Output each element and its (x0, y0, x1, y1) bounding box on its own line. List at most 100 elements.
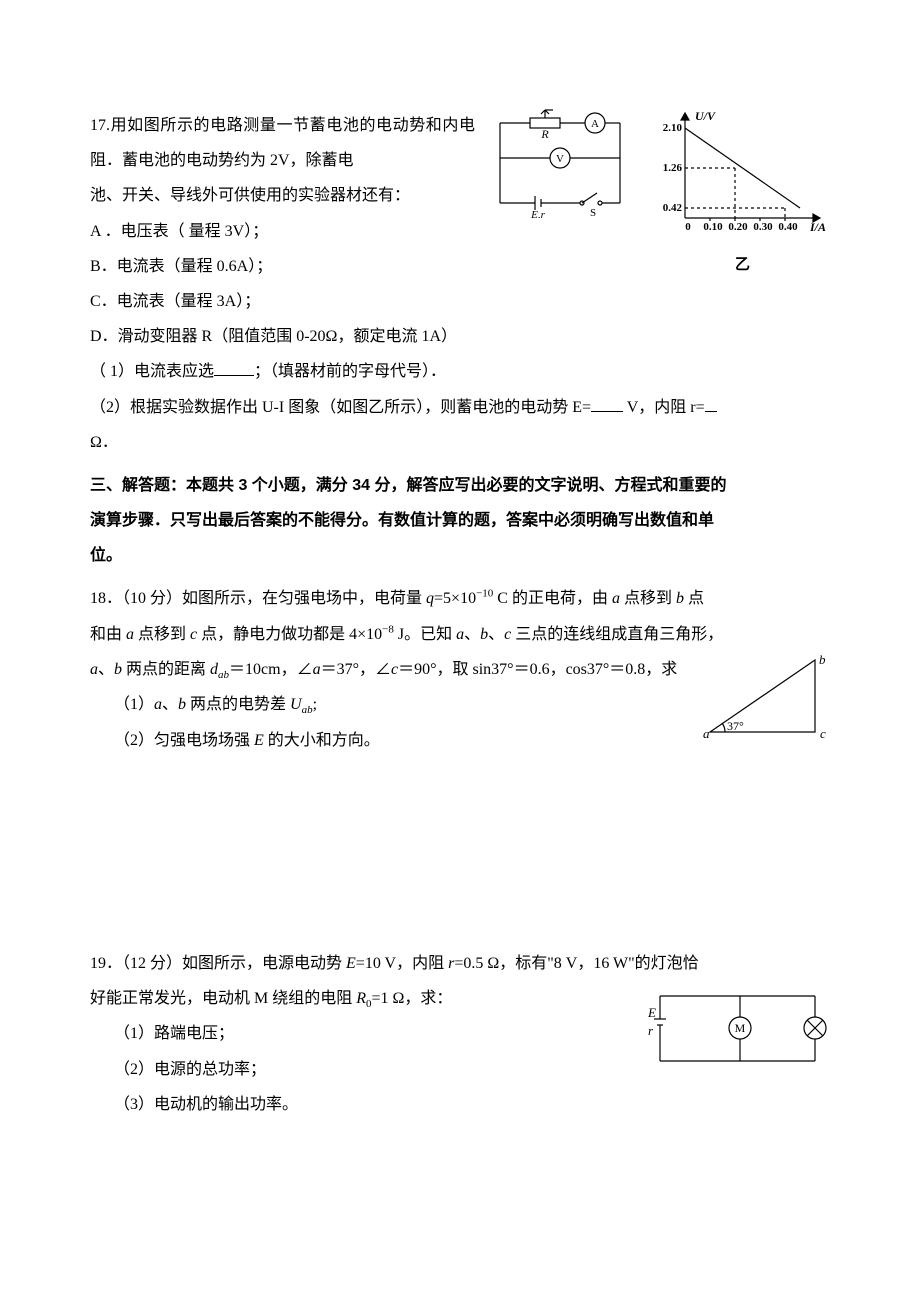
q18-l1-m2: C 的正电荷，由 (493, 590, 612, 607)
q17-sub1: （ 1）电流表应选 ；（填器材前的字母代号）． (90, 354, 830, 389)
q18-E: E (254, 732, 264, 749)
q18-q: q (426, 590, 434, 607)
q19-circuit: E r M (640, 981, 830, 1089)
q18-l2-m4a: 、 (464, 626, 480, 643)
tri-angle: 37° (727, 719, 744, 733)
question-19: 19．（12 分）如图所示，电源电动势 E =10 V，内阻 r =0.5 Ω，标有… (90, 946, 830, 1122)
tri-a: a (703, 726, 710, 741)
q18-l1-m3: 点移到 (620, 590, 676, 607)
q18-s2-pre: （2）匀强电场场强 (114, 732, 254, 749)
q18-Uab: ab (302, 704, 313, 716)
q18-l3-m5: ＝90°，取 sin37°＝0.6，cos37°＝0.8，求 (398, 661, 677, 678)
q18-l3-m4: ＝37°，∠ (321, 661, 391, 678)
q18-l3-m1: 、 (98, 661, 114, 678)
spacer (90, 758, 830, 938)
graph-xtick-3: 0.30 (753, 221, 773, 233)
graph-ytick-2: 0.42 (663, 202, 683, 214)
graph-caption: 乙 (655, 248, 830, 281)
q18-exp1: −10 (476, 588, 493, 600)
graph-xtick-1: 0.10 (703, 221, 723, 233)
circuit-r-label: R (540, 127, 549, 141)
ui-graph-icon: U/V I/A 2.10 1.26 0.42 0 0.10 0.20 0.30 … (655, 108, 830, 233)
graph-ytick-0: 2.10 (663, 122, 683, 134)
q18-l3-m2: 两点的距离 (122, 661, 210, 678)
q18-l1-pre: 18．（10 分）如图所示，在匀强电场中，电荷量 (90, 590, 426, 607)
q19-l1-m2: =0.5 Ω，标有"8 V，16 W"的灯泡恰 (454, 955, 698, 972)
q19-sub3: （3）电动机的输出功率。 (90, 1087, 830, 1122)
circuit-diagram-icon: R A V E,r S (485, 108, 635, 218)
q18-line1: 18．（10 分）如图所示，在匀强电场中，电荷量 q=5×10−10 C 的正电… (90, 581, 830, 616)
q19-l1-m1: =10 V，内阻 (356, 955, 448, 972)
q17-figures: R A V E,r S (485, 108, 830, 281)
fill-blank[interactable] (214, 359, 254, 376)
question-17: R A V E,r S (90, 108, 830, 460)
section3-l2: 演算步骤．只写出最后答案的不能得分。有数值计算的题，答案中必须明确写出数值和单 (90, 503, 830, 538)
q18-s1-pre: （1） (114, 696, 154, 713)
q17-graph-wrap: U/V I/A 2.10 1.26 0.42 0 0.10 0.20 0.30 … (655, 108, 830, 281)
q19-line1: 19．（12 分）如图所示，电源电动势 E=10 V，内阻 r=0.5 Ω，标有… (90, 946, 830, 981)
q18-b: b (676, 590, 684, 607)
q19-l1-pre: 19．（12 分）如图所示，电源电动势 (90, 955, 346, 972)
q19-R0: R (356, 990, 366, 1007)
triangle-diagram-icon: a b c 37° (700, 652, 830, 742)
q18-l2-m1: 点移到 (134, 626, 190, 643)
q17-sub1-pre: （ 1）电流表应选 (90, 363, 214, 380)
q18-a: a (612, 590, 620, 607)
q18-U: U (290, 696, 302, 713)
q18-l3-aa: a (313, 661, 321, 678)
q18-b2: b (480, 626, 488, 643)
section3-l3: 位。 (90, 538, 830, 573)
q19-circ-M: M (735, 1021, 746, 1035)
q17-opt-c: C．电流表（量程 3A）； (90, 284, 830, 319)
graph-xtick-0: 0 (685, 221, 691, 233)
q19-circ-E: E (647, 1005, 656, 1020)
q18-l1-end: 点 (684, 590, 704, 607)
circuit-er-label: E,r (530, 209, 545, 218)
graph-xlabel: I/A (809, 220, 826, 233)
q18-l2-m3: J。已知 (394, 626, 456, 643)
graph-ylabel: U/V (695, 109, 716, 123)
graph-xtick-2: 0.20 (728, 221, 748, 233)
q18-dab: ab (218, 669, 229, 681)
q17-sub2-mid: V，内阻 r= (623, 399, 705, 416)
q18-d: d (210, 661, 218, 678)
fill-blank[interactable] (591, 395, 623, 412)
q17-sub2: （2）根据实验数据作出 U‐I 图象（如图乙所示），则蓄电池的电动势 E= V，… (90, 390, 830, 425)
q18-s2-end: 的大小和方向。 (264, 732, 380, 749)
q18-s1-end: ; (313, 696, 317, 713)
fill-blank[interactable] (705, 395, 717, 412)
circuit-v-label: V (556, 153, 564, 165)
q18-line2: 和由 a 点移到 c 点，静电力做功都是 4×10−8 J。已知 a、b、c 三… (90, 617, 830, 652)
q18-l2-pre: 和由 (90, 626, 126, 643)
section3-l1: 三、解答题：本题共 3 个小题，满分 34 分，解答应写出必要的文字说明、方程式… (90, 468, 830, 503)
graph-ytick-1: 1.26 (663, 162, 683, 174)
q18-l3-m3: ＝10cm，∠ (229, 661, 313, 678)
q18-l3-a: a (90, 661, 98, 678)
graph-xtick-4: 0.40 (778, 221, 798, 233)
q18-triangle: a b c 37° (700, 652, 830, 755)
q18-s1-m2: 两点的电势差 (186, 696, 290, 713)
circuit-a-label: A (591, 118, 599, 130)
q18-l1-m1: =5×10 (434, 590, 476, 607)
tri-b: b (819, 652, 826, 667)
q18-s1-m1: 、 (162, 696, 178, 713)
q18-l2-m2: 点，静电力做功都是 4×10 (197, 626, 382, 643)
q18-l2-end: 三点的连线组成直角三角形， (511, 626, 723, 643)
section-3-heading: 三、解答题：本题共 3 个小题，满分 34 分，解答应写出必要的文字说明、方程式… (90, 468, 830, 574)
q19-circ-r: r (648, 1023, 654, 1038)
tri-c: c (820, 726, 826, 741)
q19-l2-end: =1 Ω，求： (372, 990, 453, 1007)
q17-sub1-post: ；（填器材前的字母代号）． (254, 363, 446, 380)
q18-s1-b: b (178, 696, 186, 713)
motor-circuit-icon: E r M (640, 981, 830, 1076)
question-18: 18．（10 分）如图所示，在匀强电场中，电荷量 q=5×10−10 C 的正电… (90, 581, 830, 757)
q18-s1-a: a (154, 696, 162, 713)
q18-a3: a (456, 626, 464, 643)
q19-l2-pre: 好能正常发光，电动机 M 绕组的电阻 (90, 990, 356, 1007)
q18-l3-b: b (114, 661, 122, 678)
q17-opt-d: D．滑动变阻器 R（阻值范围 0‐20Ω，额定电流 1A） (90, 319, 830, 354)
q18-a2: a (126, 626, 134, 643)
q17-sub2-pre: （2）根据实验数据作出 U‐I 图象（如图乙所示），则蓄电池的电动势 E= (90, 399, 591, 416)
q18-l2-m4b: 、 (488, 626, 504, 643)
circuit-s-label: S (590, 207, 596, 218)
